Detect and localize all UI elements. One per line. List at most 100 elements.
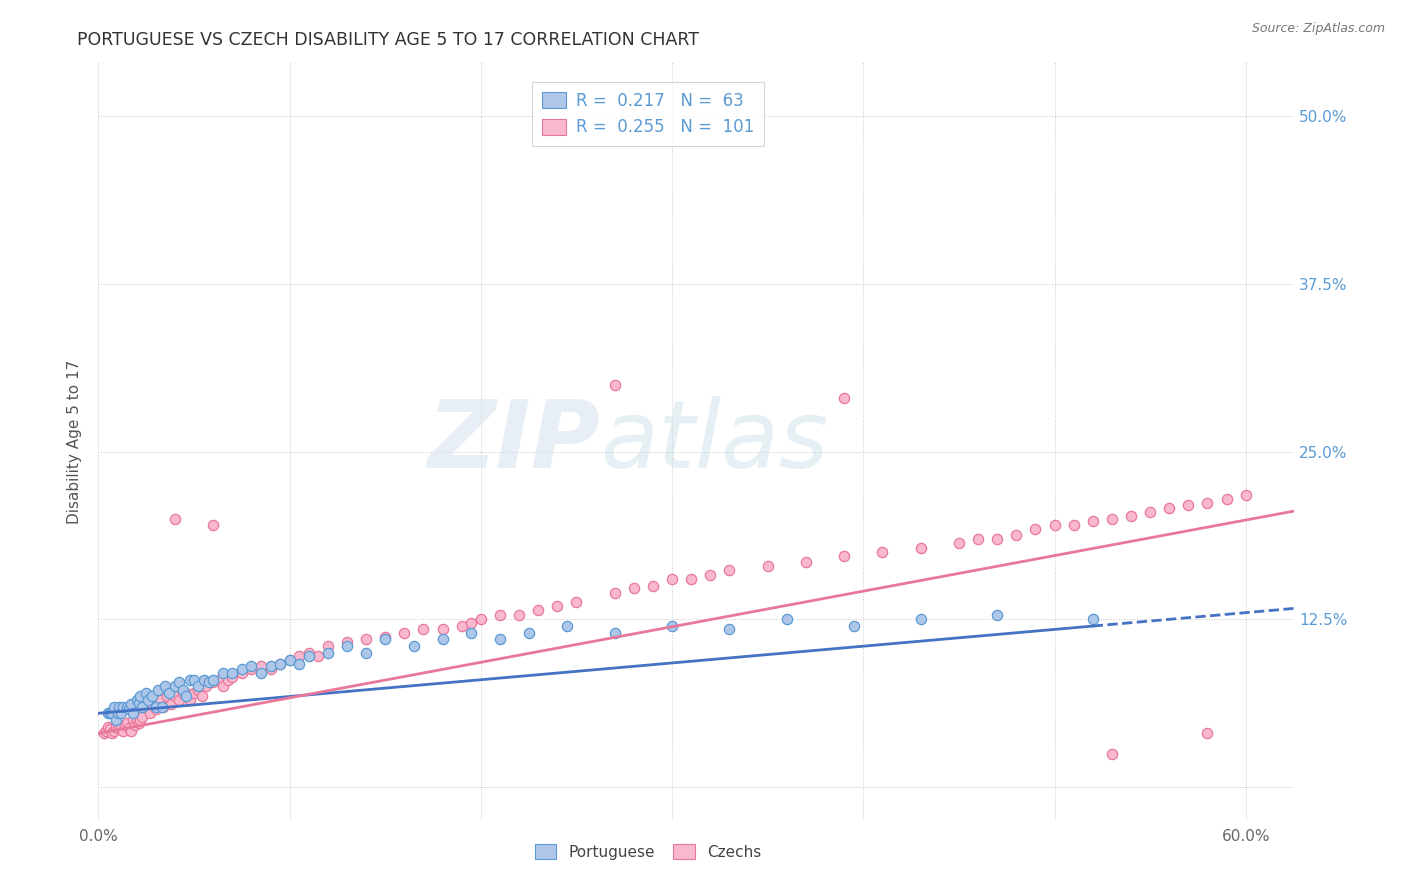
Point xyxy=(603,625,626,640)
Point xyxy=(278,652,301,666)
Legend: Portuguese, Czechs: Portuguese, Czechs xyxy=(529,838,768,866)
Point xyxy=(94,723,117,738)
Point xyxy=(121,713,143,727)
Point xyxy=(101,706,124,721)
Point xyxy=(240,662,263,676)
Point xyxy=(374,630,396,644)
Point xyxy=(661,572,683,586)
Point xyxy=(794,555,817,569)
Point xyxy=(194,680,217,694)
Point xyxy=(374,632,396,647)
Point xyxy=(187,680,209,694)
Point xyxy=(221,670,243,684)
Point xyxy=(145,702,167,716)
Point xyxy=(354,646,377,660)
Point xyxy=(470,612,492,626)
Point xyxy=(231,662,253,676)
Point xyxy=(141,689,163,703)
Point xyxy=(508,608,530,623)
Point xyxy=(115,715,138,730)
Point xyxy=(129,713,152,727)
Point xyxy=(832,391,855,405)
Point xyxy=(489,608,512,623)
Point xyxy=(98,706,121,721)
Point xyxy=(128,715,150,730)
Point xyxy=(432,622,454,636)
Point xyxy=(190,689,212,703)
Point xyxy=(1005,528,1028,542)
Point xyxy=(546,599,568,613)
Point xyxy=(565,595,588,609)
Point xyxy=(129,689,152,703)
Point xyxy=(183,686,205,700)
Point xyxy=(623,582,645,596)
Point xyxy=(104,713,127,727)
Point xyxy=(125,713,148,727)
Point xyxy=(394,625,416,640)
Point xyxy=(217,673,239,687)
Point xyxy=(187,683,209,698)
Point xyxy=(986,608,1008,623)
Point xyxy=(250,659,273,673)
Point xyxy=(298,646,321,660)
Point xyxy=(163,512,186,526)
Point xyxy=(131,699,153,714)
Point xyxy=(402,639,425,653)
Point xyxy=(1197,726,1219,740)
Point xyxy=(278,652,301,666)
Point xyxy=(202,518,225,533)
Point xyxy=(269,657,291,671)
Point xyxy=(1101,747,1123,761)
Point xyxy=(718,622,741,636)
Point xyxy=(250,666,273,681)
Point xyxy=(163,680,186,694)
Point xyxy=(967,532,990,546)
Point xyxy=(108,699,131,714)
Point xyxy=(120,723,142,738)
Point xyxy=(240,659,263,673)
Point xyxy=(124,718,146,732)
Point xyxy=(179,673,201,687)
Point xyxy=(1215,491,1237,506)
Text: PORTUGUESE VS CZECH DISABILITY AGE 5 TO 17 CORRELATION CHART: PORTUGUESE VS CZECH DISABILITY AGE 5 TO … xyxy=(77,31,699,49)
Point xyxy=(112,699,135,714)
Point xyxy=(179,693,201,707)
Point xyxy=(1234,487,1257,501)
Point xyxy=(167,693,190,707)
Point xyxy=(150,699,173,714)
Point xyxy=(910,541,932,556)
Point xyxy=(97,720,120,734)
Point xyxy=(110,721,132,735)
Point xyxy=(307,648,329,663)
Point xyxy=(125,693,148,707)
Point xyxy=(183,673,205,687)
Point xyxy=(288,648,311,663)
Point xyxy=(288,657,311,671)
Point xyxy=(135,699,157,714)
Point xyxy=(842,619,865,633)
Point xyxy=(208,673,231,687)
Point xyxy=(103,699,125,714)
Point xyxy=(756,558,779,573)
Point xyxy=(145,699,167,714)
Point xyxy=(336,639,359,653)
Point xyxy=(872,545,894,559)
Point xyxy=(110,706,132,721)
Point xyxy=(108,718,131,732)
Point xyxy=(176,689,198,703)
Point xyxy=(948,536,970,550)
Point xyxy=(1177,498,1199,512)
Point xyxy=(211,680,233,694)
Point xyxy=(1139,505,1161,519)
Point xyxy=(489,632,512,647)
Point xyxy=(1043,518,1066,533)
Point xyxy=(107,706,129,721)
Point xyxy=(910,612,932,626)
Point xyxy=(136,693,159,707)
Text: ZIP: ZIP xyxy=(427,395,600,488)
Y-axis label: Disability Age 5 to 17: Disability Age 5 to 17 xyxy=(67,359,83,524)
Point xyxy=(1063,518,1085,533)
Point xyxy=(128,696,150,710)
Point xyxy=(517,625,540,640)
Point xyxy=(141,697,163,711)
